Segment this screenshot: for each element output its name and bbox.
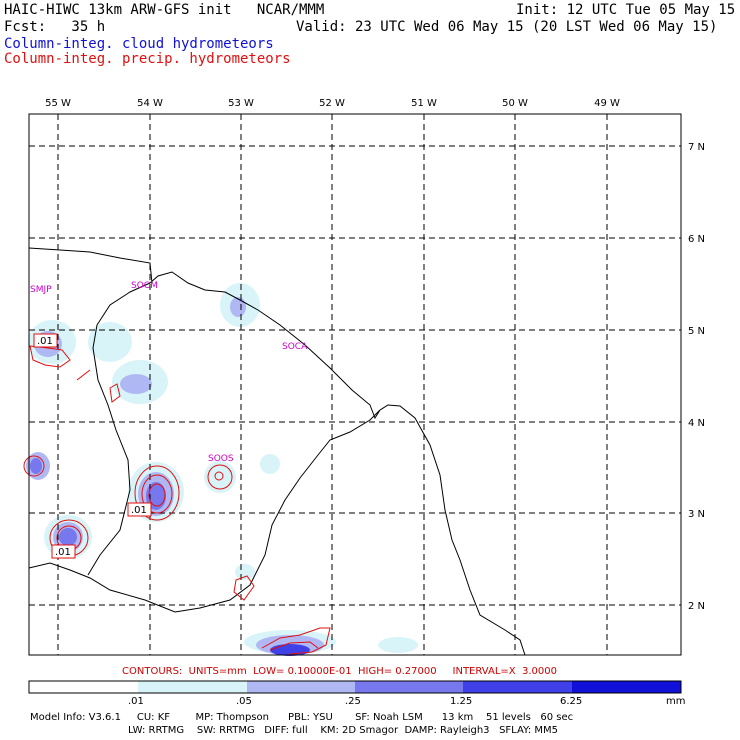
plot-title: HAIC-HIWC 13km ARW-GFS init NCAR/MMM [4,2,325,18]
contour-value-label: .01 [37,336,53,347]
colorbar-units: mm [666,696,686,707]
map-frame [28,113,682,656]
cloud-shading [26,283,418,656]
contours-info: CONTOURS: UNITS=mm LOW= 0.10000E-01 HIGH… [122,666,557,677]
valid-time: Valid: 23 UTC Wed 06 May 15 (20 LST Wed … [296,19,718,35]
colorbar-label: 1.25 [450,696,473,707]
lon-label: 50 W [502,98,528,109]
lat-labels: 7 N 6 N 5 N 4 N 3 N 2 N [688,142,705,612]
lat-label: 5 N [688,326,705,337]
model-info-line2: LW: RRTMG SW: RRTMG DIFF: full KM: 2D Sm… [128,725,558,736]
station-label: SOCM [131,281,158,291]
lon-label: 49 W [594,98,620,109]
station-labels: SMJP SOCM SOCA SOOS [30,281,308,464]
lon-label: 51 W [411,98,437,109]
lon-label: 53 W [228,98,254,109]
lat-label: 7 N [688,142,705,153]
precip-contours [23,345,331,655]
contour-value-labels: .01 .01 .01 [33,333,152,559]
station-label: SOOS [208,454,234,464]
colorbar [28,680,682,694]
lon-labels: 55 W 54 W 53 W 52 W 51 W 50 W 49 W [45,98,620,109]
contour-value-label: .01 [131,505,147,516]
station-label: SOCA [282,342,308,352]
lon-label: 54 W [137,98,163,109]
lat-label: 2 N [688,601,705,612]
field-cloud-label: Column-integ. cloud hydrometeors [4,36,274,52]
lat-label: 6 N [688,234,705,245]
graticule [29,114,681,655]
contour-value-label: .01 [55,547,71,558]
lon-label: 55 W [45,98,71,109]
colorbar-label: 6.25 [560,696,583,707]
init-time: Init: 12 UTC Tue 05 May 15 [516,2,736,18]
colorbar-label: .01 [128,696,144,707]
lat-label: 4 N [688,418,705,429]
colorbar-label: .25 [345,696,361,707]
colorbar-label: .05 [236,696,252,707]
model-info-line1: Model Info: V3.6.1 CU: KF MP: Thompson P… [30,712,574,723]
forecast-hour: Fcst: 35 h [4,19,106,35]
lat-label: 3 N [688,509,705,520]
field-precip-label: Column-integ. precip. hydrometeors [4,51,291,67]
station-label: SMJP [30,285,52,295]
coastlines-borders [28,247,526,656]
lon-label: 52 W [319,98,345,109]
